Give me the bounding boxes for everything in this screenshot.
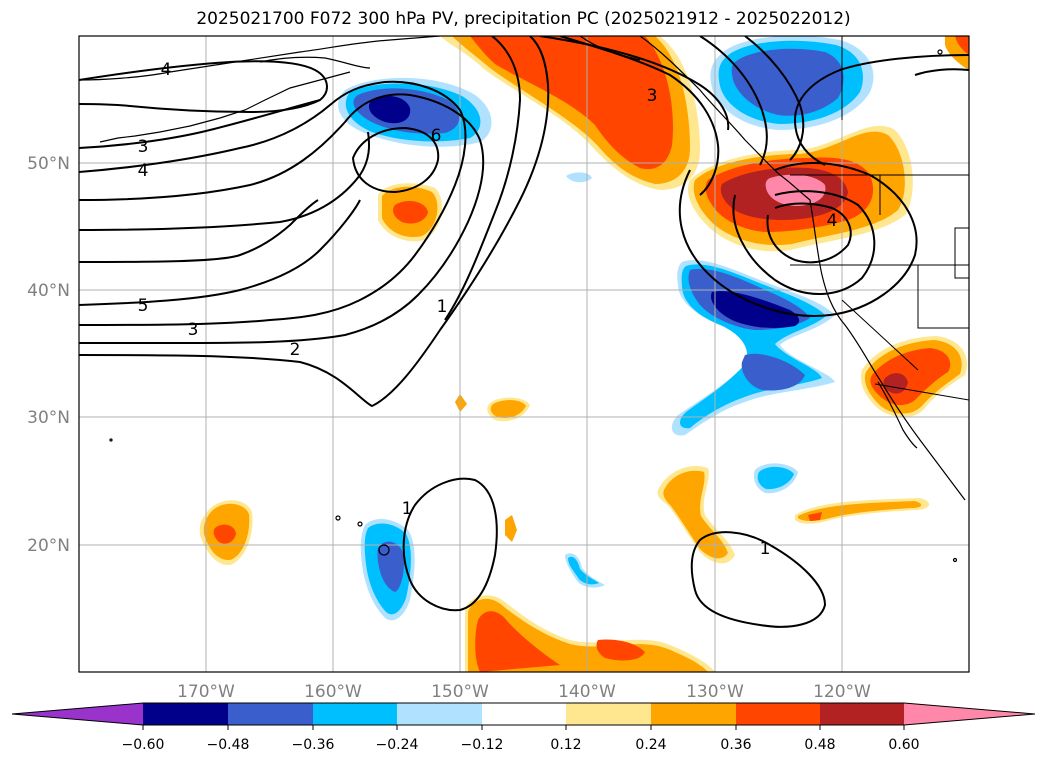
- contour-label: 3: [138, 137, 149, 157]
- longitude-labels: 170°W 160°W 150°W 140°W 130°W 120°W: [177, 682, 871, 702]
- colorbar-tick-label: 0.12: [550, 737, 581, 753]
- contour-label: 1: [760, 539, 771, 559]
- contour-label: 3: [188, 320, 199, 340]
- colorbar: −0.60 −0.48 −0.36 −0.24 −0.12 0.12 0.24 …: [11, 702, 1036, 753]
- contour-label: 1: [437, 297, 448, 317]
- colorbar-tick-label: −0.24: [376, 737, 419, 753]
- colorbar-segment: [397, 703, 482, 725]
- colorbar-segment: [143, 703, 228, 725]
- colorbar-segment: [482, 703, 566, 725]
- lon-label: 130°W: [686, 682, 744, 702]
- figure-title: 2025021700 F072 300 hPa PV, precipitatio…: [196, 9, 851, 29]
- colorbar-segment: [566, 703, 651, 725]
- lat-label: 30°N: [27, 408, 70, 428]
- latitude-labels: 50°N 40°N 30°N 20°N: [27, 154, 70, 556]
- contour-label: 2: [290, 340, 301, 360]
- graticule: [79, 36, 969, 672]
- contour-label: 3: [647, 86, 658, 106]
- contour-label: 4: [827, 211, 838, 231]
- map-area: [79, 36, 969, 672]
- colorbar-extend-high: [904, 703, 1035, 725]
- colorbar-tick-label: 0.24: [635, 737, 666, 753]
- colorbar-ticks: [142, 725, 905, 730]
- colorbar-tick-label: 0.36: [720, 737, 751, 753]
- map-frame: [78, 35, 970, 673]
- lon-label: 120°W: [813, 682, 871, 702]
- colorbar-tick-label: −0.36: [292, 737, 335, 753]
- colorbar-segment: [820, 703, 904, 725]
- pv-contours: [79, 36, 969, 628]
- lon-label: 140°W: [558, 682, 616, 702]
- colorbar-segment: [736, 703, 820, 725]
- lat-label: 50°N: [27, 154, 70, 174]
- colorbar-tick-label: −0.48: [207, 737, 250, 753]
- lat-label: 40°N: [27, 281, 70, 301]
- lon-label: 160°W: [304, 682, 362, 702]
- colorbar-tick-label: −0.12: [461, 737, 504, 753]
- colorbar-segment: [313, 703, 397, 725]
- colorbar-extend-low: [12, 703, 143, 725]
- colorbar-segment: [651, 703, 736, 725]
- lon-label: 170°W: [177, 682, 235, 702]
- contour-labels: 4 3 4 5 3 2 6 1 3 4 1 1: [138, 60, 838, 559]
- contour-label: 6: [431, 126, 442, 146]
- lat-label: 20°N: [27, 536, 70, 556]
- contour-label: 4: [138, 161, 149, 181]
- colorbar-tick-label: −0.60: [122, 737, 165, 753]
- colorbar-tick-label: 0.60: [888, 737, 919, 753]
- contour-label: 5: [138, 296, 149, 316]
- contour-label: 1: [402, 499, 413, 519]
- colorbar-tick-label: 0.48: [804, 737, 835, 753]
- colorbar-segment: [228, 703, 313, 725]
- lon-label: 150°W: [431, 682, 489, 702]
- contour-label: 4: [161, 60, 172, 80]
